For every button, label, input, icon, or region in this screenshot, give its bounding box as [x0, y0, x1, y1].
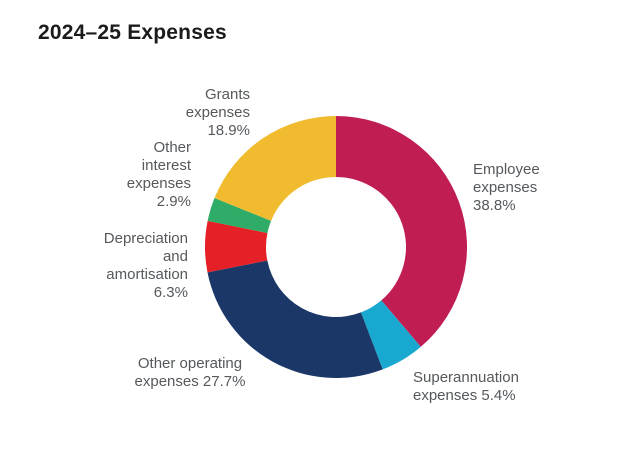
slice-label-line: amortisation: [106, 266, 188, 283]
slice-label-line: interest: [141, 157, 191, 174]
slice-label-superannuation-expenses: Superannuation expenses 5.4%: [413, 369, 519, 405]
slice-label-line: Other operating: [137, 355, 243, 372]
slice-label-line: expenses 27.7%: [134, 373, 246, 390]
donut-slice-employee-expenses: [336, 116, 467, 347]
slice-label-grants-expenses: Grants expenses 18.9%: [186, 86, 250, 140]
slice-label-line: 38.8%: [473, 197, 516, 214]
slice-label-line: 18.9%: [207, 122, 250, 139]
chart-title: 2024–25 Expenses: [38, 21, 227, 44]
slice-label-depreciation-and-amortisation: Depreciation and amortisation 6.3%: [104, 230, 188, 302]
slice-label-line: expenses: [185, 104, 250, 121]
slice-label-line: Employee: [473, 161, 540, 178]
slice-label-line: Superannuation: [413, 369, 519, 386]
slice-label-line: Grants: [204, 86, 250, 103]
slice-label-line: expenses: [473, 179, 538, 196]
donut-slice-other-operating-expenses: [207, 260, 383, 378]
donut-slice-grants-expenses: [214, 116, 336, 221]
slice-label-employee-expenses: Employee expenses 38.8%: [473, 161, 540, 215]
slice-label-line: 2.9%: [156, 193, 191, 210]
donut-slice-other-interest-expenses: [207, 198, 272, 234]
slice-label-line: 6.3%: [153, 284, 188, 301]
slice-label-line: expenses: [126, 175, 191, 192]
slice-label-line: Other: [153, 139, 191, 156]
slice-label-line: and: [162, 248, 188, 265]
slice-label-other-operating-expenses: Other operating expenses 27.7%: [40, 355, 340, 391]
slice-label-other-interest-expenses: Other interest expenses 2.9%: [127, 139, 191, 211]
slice-label-line: expenses 5.4%: [413, 387, 516, 404]
donut-slice-depreciation-and-amortisation: [205, 220, 268, 273]
donut-slice-superannuation-expenses: [360, 300, 421, 370]
slice-label-line: Depreciation: [103, 230, 188, 247]
